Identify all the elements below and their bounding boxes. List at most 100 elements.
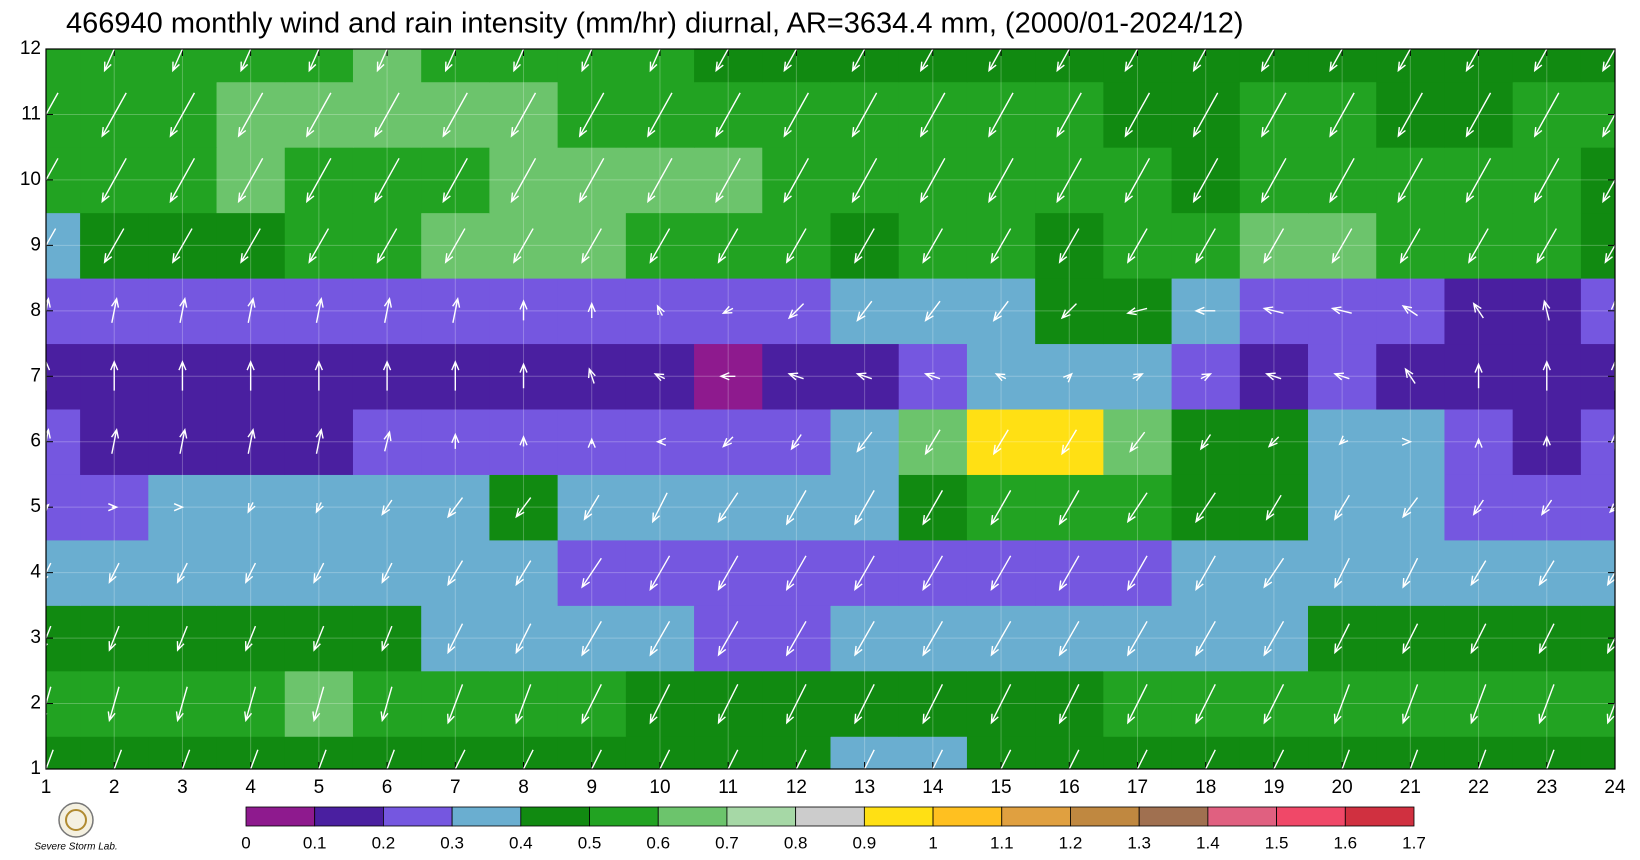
wind-arrow [990,620,1012,657]
wind-arrow [519,435,528,447]
wind-arrow [46,427,51,446]
wind-arrow [653,373,666,382]
y-tick-label: 11 [21,103,41,124]
wind-arrow [305,92,332,138]
plot-frame [45,48,1616,770]
wind-arrow [1126,228,1148,264]
wind-arrow [1465,157,1492,204]
wind-arrow [1465,49,1480,73]
wind-arrow [244,686,257,723]
chart-title: 466940 monthly wind and rain intensity (… [66,8,1244,40]
wind-arrow [856,300,873,322]
wind-arrow [922,228,944,264]
wind-arrow [1058,555,1080,591]
wind-arrow [919,49,934,73]
wind-arrow [181,749,191,769]
wind-arrow [717,492,739,524]
colorbar-swatch [1276,806,1346,827]
wind-arrow [1542,435,1551,447]
wind-arrow [1124,157,1151,204]
wind-arrow [113,749,123,769]
wind-arrow [46,297,51,315]
wind-arrow [1606,571,1615,587]
wind-arrow [169,157,196,204]
wind-arrow [1195,492,1216,524]
wind-arrow [381,625,393,652]
wind-arrow [451,360,460,391]
x-tick-label: 12 [786,777,807,798]
wind-arrow [854,555,875,591]
wind-arrow [376,228,398,264]
wind-arrow [442,157,468,204]
wind-arrow [785,620,807,657]
contour-field [46,49,1615,769]
wind-arrow [1477,749,1487,769]
wind-arrow [110,297,120,323]
wind-arrow [103,228,125,264]
x-tick-label: 2 [109,777,120,798]
wind-arrow [581,620,602,657]
wind-arrow [1474,362,1483,389]
wind-arrow [237,92,264,138]
colorbar-swatch [795,806,865,827]
wind-arrow [581,228,602,264]
wind-arrow [101,157,127,204]
wind-arrow [783,92,810,138]
wind-arrow [108,503,119,512]
colorbar-swatch [451,806,522,827]
wind-arrow [1397,92,1423,138]
wind-arrow [719,372,736,381]
colorbar-label: 0.7 [715,833,739,852]
wind-arrow [647,157,673,204]
wind-arrow [988,49,1002,73]
wind-arrow [1465,92,1492,138]
wind-arrow [988,92,1014,138]
wind-arrow [855,372,873,381]
wind-arrow [1204,749,1216,769]
wind-arrow [1056,49,1071,73]
wind-arrow [178,360,187,391]
wind-arrow [994,373,1007,382]
wind-arrow [1126,555,1148,591]
wind-arrow [515,560,532,587]
y-tick-label: 3 [30,627,41,648]
wind-arrow [172,49,184,73]
wind-arrow [1610,432,1615,449]
wind-arrow [1399,228,1421,264]
wind-arrow [1540,499,1553,516]
colorbar-swatch [589,806,659,827]
wind-arrow [1334,557,1350,589]
wind-arrow [1058,228,1080,264]
wind-arrow [380,686,393,723]
wind-arrow [1058,490,1080,526]
wind-arrow [240,49,252,73]
wind-arrow [722,436,734,448]
wind-arrow [1334,623,1350,655]
wind-arrow [1126,307,1148,316]
wind-arrow [451,432,460,449]
wind-arrow [1136,749,1148,769]
wind-arrow [247,427,256,454]
wind-arrow [1068,749,1080,769]
colorbar-swatch [1001,806,1071,827]
wind-arrow [1546,749,1555,769]
wind-arrow [1533,157,1560,204]
wind-arrow [727,749,739,769]
wind-arrow [1602,49,1615,73]
y-tick-label: 10 [20,169,41,190]
wind-arrow [587,437,596,448]
wind-arrow [1262,306,1284,315]
wind-arrow [785,228,807,264]
wind-arrow [854,684,875,725]
wind-arrow [1610,360,1615,391]
logo-text: Severe Storm Lab. [34,842,117,853]
wind-arrow [315,427,324,454]
x-tick-label: 5 [314,777,325,798]
wind-arrow [1000,749,1012,769]
wind-arrow [1126,492,1148,524]
colorbar-label: 0 [241,833,250,852]
wind-arrow [1265,372,1282,381]
colorbar-label: 0.6 [646,833,670,852]
wind-arrow [46,749,54,769]
wind-arrow [990,490,1012,526]
